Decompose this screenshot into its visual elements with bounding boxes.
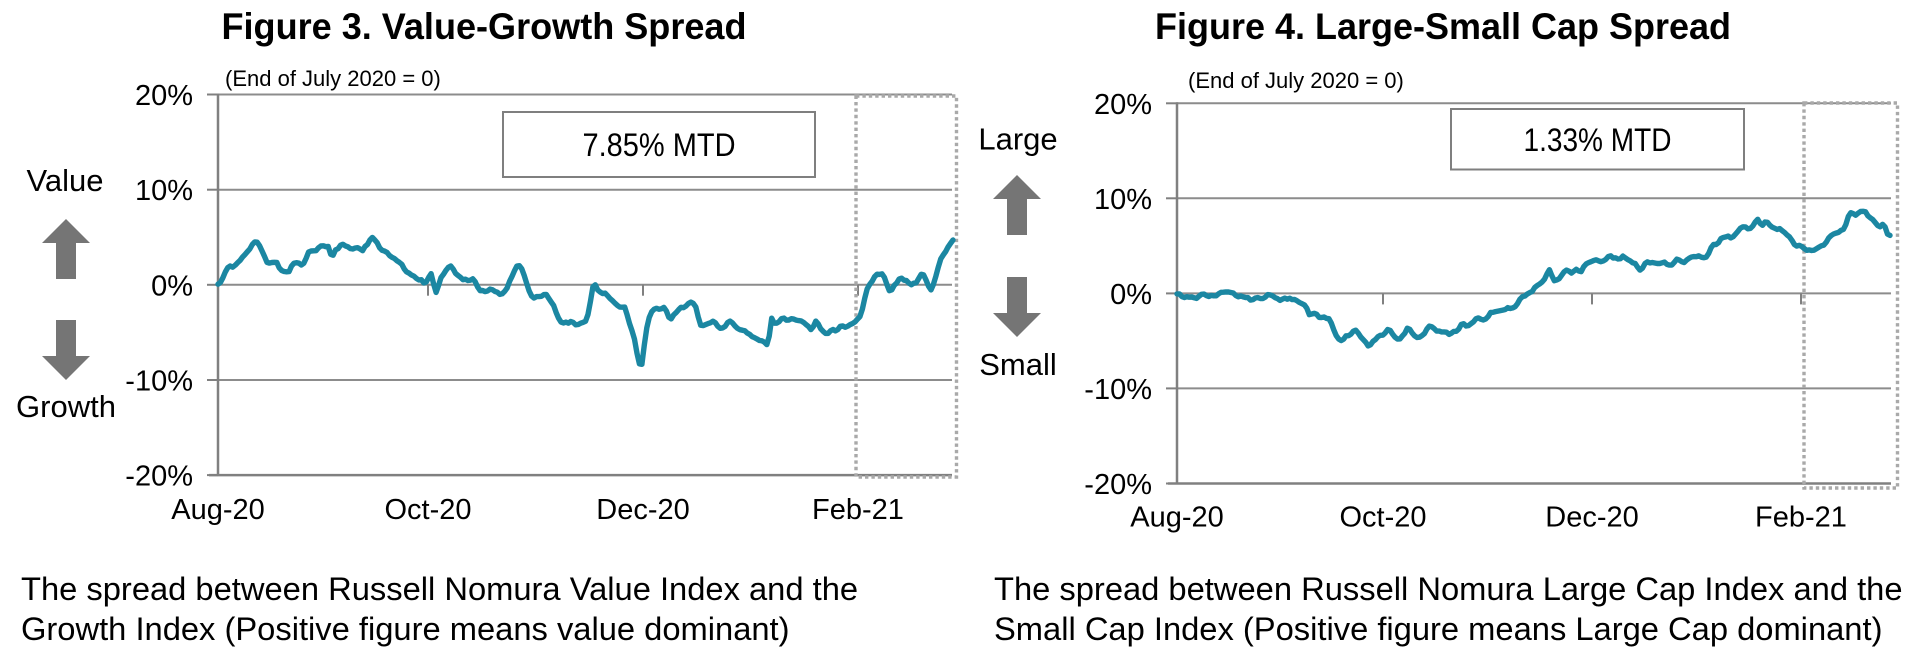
svg-text:(End of July 2020 = 0): (End of July 2020 = 0)	[225, 66, 441, 91]
svg-text:7.85% MTD: 7.85% MTD	[583, 127, 736, 163]
svg-text:Large: Large	[978, 122, 1057, 157]
svg-text:-10%: -10%	[125, 366, 193, 398]
svg-text:Figure 3. Value-Growth Spread: Figure 3. Value-Growth Spread	[222, 6, 747, 47]
svg-text:Dec-20: Dec-20	[596, 494, 690, 526]
svg-text:Aug-20: Aug-20	[1130, 502, 1224, 534]
svg-text:Oct-20: Oct-20	[1339, 502, 1426, 534]
svg-text:Small: Small	[979, 347, 1057, 382]
svg-text:Feb-21: Feb-21	[1755, 502, 1847, 534]
svg-text:10%: 10%	[1094, 184, 1152, 216]
svg-text:0%: 0%	[151, 270, 193, 302]
svg-text:-10%: -10%	[1084, 374, 1152, 406]
svg-text:Figure 4. Large-Small Cap Spre: Figure 4. Large-Small Cap Spread	[1155, 6, 1731, 47]
svg-text:Growth Index (Positive figure: Growth Index (Positive figure means valu…	[21, 610, 790, 647]
svg-text:The spread between Russell Nom: The spread between Russell Nomura Large …	[994, 570, 1903, 607]
svg-text:10%: 10%	[135, 175, 193, 207]
svg-text:(End of July 2020 = 0): (End of July 2020 = 0)	[1188, 68, 1404, 93]
svg-text:Feb-21: Feb-21	[812, 494, 904, 526]
svg-text:Value: Value	[27, 163, 104, 198]
svg-text:-20%: -20%	[1084, 469, 1152, 501]
svg-text:-20%: -20%	[125, 461, 193, 493]
svg-text:0%: 0%	[1110, 279, 1152, 311]
svg-text:Dec-20: Dec-20	[1545, 502, 1639, 534]
svg-text:Aug-20: Aug-20	[171, 494, 265, 526]
svg-text:20%: 20%	[1094, 89, 1152, 121]
svg-text:Oct-20: Oct-20	[384, 494, 471, 526]
svg-text:1.33% MTD: 1.33% MTD	[1524, 122, 1672, 158]
svg-text:Small Cap Index (Positive figu: Small Cap Index (Positive figure means L…	[994, 610, 1882, 647]
svg-text:20%: 20%	[135, 80, 193, 112]
svg-text:The spread between Russell Nom: The spread between Russell Nomura Value …	[21, 570, 858, 607]
svg-text:Growth: Growth	[16, 389, 116, 424]
